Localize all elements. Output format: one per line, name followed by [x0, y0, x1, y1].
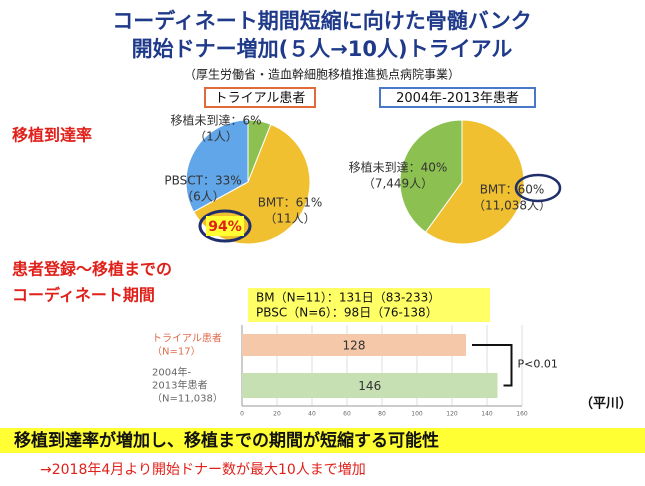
slice-label: 移植未到達：6%	[170, 113, 261, 128]
y-tick-label: 2013年患者	[152, 379, 207, 392]
x-tick-label: 120	[446, 411, 458, 418]
slice-sublabel: （11,038人）	[473, 199, 551, 213]
y-tick-label: （N=11,038）	[152, 393, 223, 405]
slice-label: BMT：61%	[258, 196, 323, 210]
x-tick-label: 140	[481, 411, 493, 418]
x-tick-label: 20	[273, 411, 281, 418]
conclusion: 移植到達率が増加し、移植までの期間が短縮する可能性	[14, 430, 439, 451]
slice-sublabel: （11人）	[264, 212, 315, 226]
highlight-box	[206, 216, 244, 236]
significance-label: P<0.01	[518, 357, 558, 370]
section-label: 移植到達率	[12, 126, 92, 145]
x-tick-label: 160	[516, 411, 528, 418]
pie-slice	[185, 119, 249, 213]
y-tick-label: （N=17）	[152, 346, 201, 358]
x-tick-label: 80	[378, 411, 386, 418]
bar	[242, 373, 498, 398]
x-tick-label: 100	[411, 411, 423, 418]
subtitle: （厚生労働省・造血幹細胞移植推進拠点病院事業）	[184, 67, 460, 82]
significance-bracket	[472, 344, 513, 387]
slice-sublabel: （7,449人）	[363, 177, 433, 191]
section-label: 患者登録～移植までの	[12, 260, 172, 279]
pie-slice	[399, 119, 463, 233]
slice-label: BMT：60%	[480, 183, 545, 197]
pie-slice	[424, 119, 525, 245]
pie-title: 2004年-2013年患者	[396, 91, 519, 106]
author: （平川）	[580, 396, 632, 412]
bar	[242, 334, 466, 356]
highlight-ring	[514, 173, 562, 203]
note: →2018年4月より開始ドナー数が最大10人まで増加	[40, 462, 366, 478]
summary-box	[248, 288, 490, 322]
x-tick-label: 40	[308, 411, 316, 418]
summary-text: PBSC（N=6）：98日（76-138）	[256, 306, 438, 320]
slice-sublabel: （1人）	[194, 130, 238, 144]
highlight-text: 94%	[208, 219, 242, 235]
pie-title: トライアル患者	[215, 91, 306, 106]
highlight-ring	[198, 209, 252, 243]
slice-label: 移植未到達：40%	[349, 160, 448, 175]
summary-text: BM（N=11）：131日（83-233）	[256, 291, 440, 305]
slice-sublabel: （6人）	[181, 190, 225, 204]
title-line: コーディネート期間短縮に向けた骨髄バンク	[112, 9, 532, 33]
pie-title-box	[204, 87, 316, 108]
x-tick-label: 60	[343, 411, 351, 418]
x-tick-label: 0	[240, 411, 244, 418]
y-tick-label: 2004年-	[152, 366, 191, 379]
y-tick-label: トライアル患者	[152, 333, 222, 345]
section-label: コーディネート期間	[12, 286, 155, 305]
bar-value-label: 128	[343, 339, 366, 353]
conclusion-band	[0, 428, 645, 453]
bar-value-label: 146	[358, 379, 381, 393]
pie-title-box	[379, 87, 536, 108]
title-line: 開始ドナー増加(５人→10人)トライアル	[132, 37, 513, 61]
slice-label: PBSCT：33%	[164, 174, 241, 188]
